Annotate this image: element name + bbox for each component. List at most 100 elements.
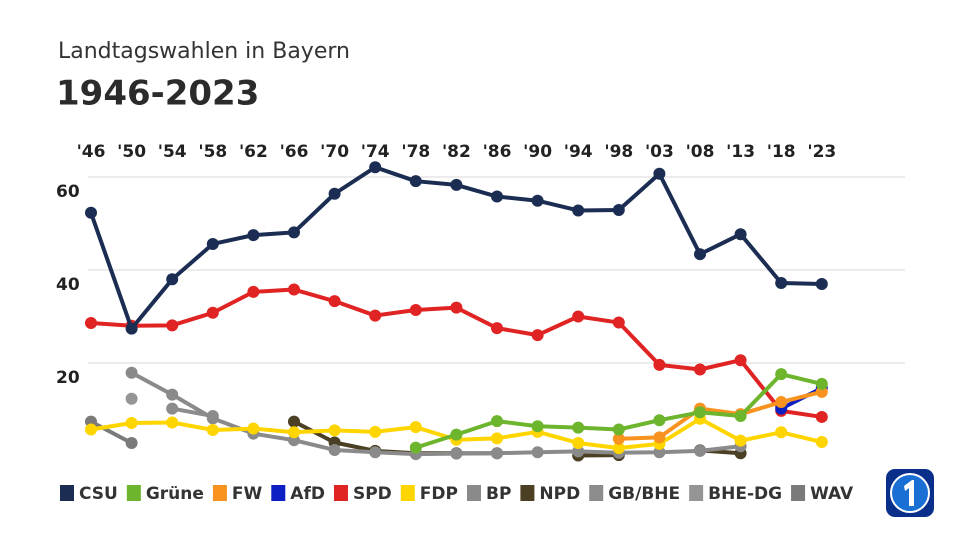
- data-point: [85, 206, 97, 219]
- x-tick-label: '46: [77, 142, 106, 162]
- data-point: [572, 436, 585, 449]
- x-tick-label: '98: [604, 142, 633, 162]
- legend-swatch: [271, 485, 286, 501]
- legend-swatch: [400, 485, 415, 501]
- x-tick-label: '66: [280, 142, 309, 162]
- data-point: [612, 432, 625, 445]
- data-point: [288, 415, 300, 428]
- data-point: [572, 445, 585, 458]
- data-point: [166, 388, 179, 401]
- legend-label: NPD: [539, 484, 580, 504]
- data-point: [125, 366, 138, 379]
- data-point: [369, 425, 382, 438]
- legend-label: FW: [232, 484, 263, 504]
- legend-swatch: [791, 485, 806, 501]
- data-point: [653, 414, 666, 427]
- data-point: [328, 295, 341, 308]
- y-tick-label: 60: [56, 182, 80, 202]
- x-tick-label: '74: [361, 142, 390, 162]
- data-point: [572, 421, 585, 434]
- x-tick-label: '70: [320, 142, 349, 162]
- data-point: [166, 402, 179, 415]
- data-point: [653, 431, 666, 444]
- data-point: [85, 423, 97, 436]
- legend-swatch: [333, 485, 348, 501]
- data-point: [491, 432, 503, 445]
- data-point: [491, 447, 503, 460]
- data-point: [815, 377, 828, 390]
- data-point: [206, 412, 219, 425]
- series-line: [130, 371, 741, 457]
- logo: [886, 469, 934, 517]
- y-tick-label: 40: [56, 275, 80, 295]
- x-tick-label: '54: [158, 142, 187, 162]
- data-point: [85, 317, 97, 330]
- data-point: [369, 161, 382, 174]
- x-tick-label: '82: [442, 142, 471, 162]
- data-point: [572, 310, 585, 323]
- x-tick-label: '58: [198, 142, 227, 162]
- data-point: [247, 422, 260, 435]
- data-point: [531, 194, 544, 207]
- data-point: [531, 329, 544, 342]
- data-point: [288, 226, 300, 239]
- x-tick-label: '08: [686, 142, 715, 162]
- data-point: [125, 436, 138, 449]
- legend-swatch: [60, 485, 74, 501]
- data-point: [491, 322, 503, 335]
- data-point: [775, 368, 788, 381]
- data-point: [734, 434, 747, 447]
- data-point: [288, 426, 300, 439]
- chart-subtitle: 1946-2023: [56, 74, 259, 114]
- data-point: [734, 354, 747, 367]
- legend-swatch: [466, 485, 481, 501]
- data-point: [612, 423, 625, 436]
- data-point: [653, 446, 666, 459]
- x-tick-label: '13: [726, 142, 755, 162]
- data-point: [166, 319, 179, 332]
- data-point: [653, 167, 666, 180]
- x-tick-label: '78: [401, 142, 430, 162]
- x-tick-label: '94: [564, 142, 593, 162]
- data-point: [369, 446, 382, 459]
- data-point: [815, 410, 828, 423]
- data-point: [125, 416, 138, 429]
- data-point: [612, 316, 625, 329]
- data-point: [531, 446, 544, 459]
- data-point: [694, 406, 706, 419]
- x-tick-label: '50: [117, 142, 146, 162]
- data-point: [206, 237, 219, 250]
- data-point: [409, 303, 422, 316]
- x-tick-label: '03: [645, 142, 674, 162]
- legend-label: BP: [486, 484, 511, 504]
- data-point: [694, 363, 706, 376]
- data-point: [409, 441, 422, 454]
- legend-label: WAV: [810, 484, 854, 504]
- data-point: [531, 420, 544, 433]
- data-point: [206, 306, 219, 319]
- y-tick-label: 20: [56, 368, 80, 388]
- x-tick-label: '86: [483, 142, 512, 162]
- legend-label: CSU: [79, 484, 118, 504]
- data-point: [491, 190, 503, 203]
- legend-label: SPD: [353, 484, 392, 504]
- data-point: [206, 423, 219, 436]
- data-point: [775, 426, 788, 439]
- legend-label: Grüne: [146, 484, 204, 504]
- data-point: [775, 277, 788, 290]
- legend-swatch: [589, 485, 604, 501]
- x-tick-label: '90: [523, 142, 552, 162]
- data-point: [612, 204, 625, 217]
- legend-swatch: [689, 485, 704, 501]
- data-point: [450, 301, 463, 314]
- data-point: [734, 410, 747, 423]
- legend-label: BHE-DG: [708, 484, 782, 504]
- x-tick-label: '23: [807, 142, 836, 162]
- series-line: [618, 389, 823, 441]
- data-point: [815, 277, 828, 290]
- legend-swatch: [212, 485, 227, 501]
- data-point: [247, 229, 260, 242]
- data-point: [409, 175, 422, 188]
- data-point: [450, 447, 463, 460]
